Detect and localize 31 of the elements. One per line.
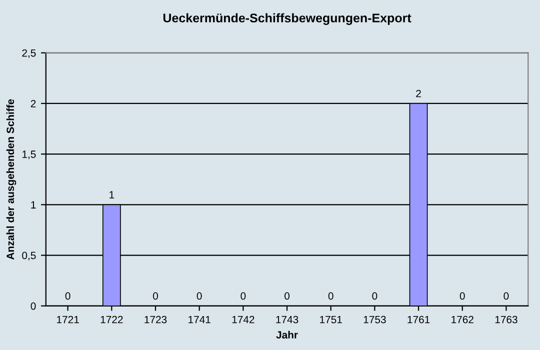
- data-label: 0: [460, 292, 465, 300]
- data-label: 0: [196, 292, 202, 300]
- x-tick-label: 1743: [276, 316, 298, 324]
- data-label: 0: [284, 292, 290, 300]
- x-tick-label: 1761: [408, 316, 430, 324]
- y-tick-label: 0: [30, 302, 36, 310]
- data-label: 0: [65, 292, 70, 300]
- x-tick-label: 1751: [320, 316, 342, 324]
- x-tick-label: 1762: [452, 316, 474, 324]
- x-axis-title: Jahr: [276, 330, 298, 339]
- y-axis-title: Anzahl der ausgehenden Schiffe: [6, 99, 16, 260]
- x-tick-label: 1753: [364, 316, 386, 324]
- y-tick-label: 1,5: [22, 150, 36, 160]
- data-label: 0: [328, 292, 334, 300]
- x-tick-label: 1763: [495, 316, 518, 324]
- data-label: 0: [372, 292, 378, 300]
- x-tick-label: 1722: [100, 316, 123, 324]
- y-tick-label: 2,5: [22, 49, 36, 58]
- y-tick-label: 2: [30, 100, 36, 108]
- x-tick-label: 1721: [57, 316, 79, 324]
- y-tick-label: 0,5: [22, 252, 36, 260]
- x-tick-label: 1742: [232, 316, 254, 324]
- chart-title: Ueckermünde-Schiffsbewegungen-Export: [163, 13, 412, 25]
- x-tick-label: 1723: [144, 316, 167, 324]
- data-label: 0: [153, 292, 158, 300]
- data-label: 0: [240, 292, 246, 300]
- data-label: 1: [110, 191, 114, 198]
- y-tick-label: 1: [31, 201, 36, 208]
- data-label: 0: [504, 292, 509, 300]
- data-label: 2: [416, 90, 421, 98]
- x-tick-label: 1741: [188, 316, 210, 324]
